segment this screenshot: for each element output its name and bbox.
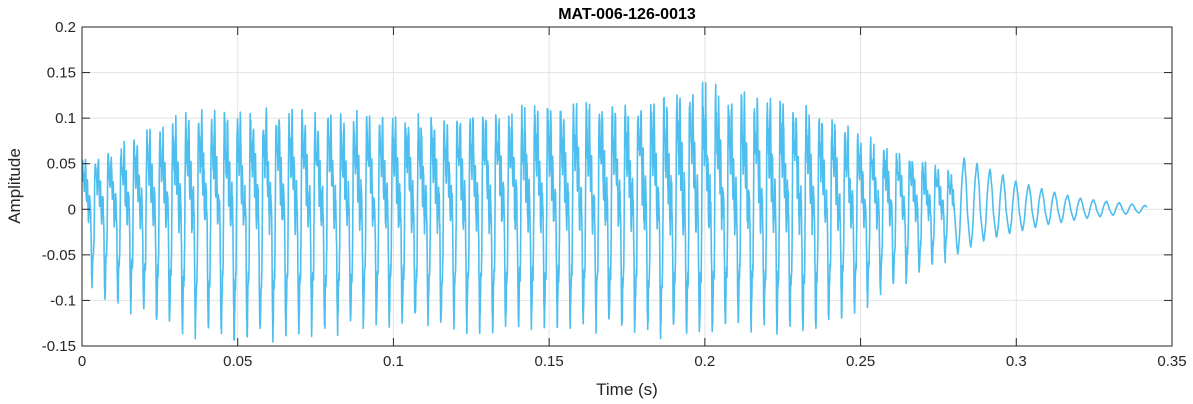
plot-frame [81, 26, 1173, 347]
y-tick-label: 0.15 [47, 65, 76, 82]
y-tick-label: 0.05 [47, 156, 76, 173]
x-tick-label: 0.15 [535, 353, 564, 370]
y-tick-labels: -0.15 -0.1 -0.05 0 0.05 0.1 0.15 0.2 [42, 19, 76, 355]
chart-title: MAT-006-126-0013 [558, 6, 696, 23]
plot-background [82, 27, 1172, 346]
y-tick-label: 0 [68, 201, 76, 218]
x-tick-label: 0.05 [223, 353, 252, 370]
axis-ticks [81, 26, 1173, 347]
x-tick-label: 0.35 [1157, 353, 1186, 370]
y-axis-label: Amplitude [5, 148, 24, 224]
x-tick-label: 0.25 [846, 353, 875, 370]
y-tick-label: -0.15 [42, 338, 76, 355]
y-tick-label: 0.2 [55, 19, 76, 36]
x-tick-label: 0.2 [694, 353, 715, 370]
x-tick-label: 0.3 [1006, 353, 1027, 370]
x-tick-labels: 0 0.05 0.1 0.15 0.2 0.25 0.3 0.35 [78, 353, 1187, 370]
series-line-amplitude [82, 81, 1148, 343]
x-axis-label: Time (s) [596, 380, 658, 399]
x-tick-label: 0.1 [383, 353, 404, 370]
y-tick-label: 0.1 [55, 110, 76, 127]
y-tick-label: -0.05 [42, 247, 76, 264]
x-tick-label: 0 [78, 353, 86, 370]
y-tick-label: -0.1 [50, 292, 76, 309]
